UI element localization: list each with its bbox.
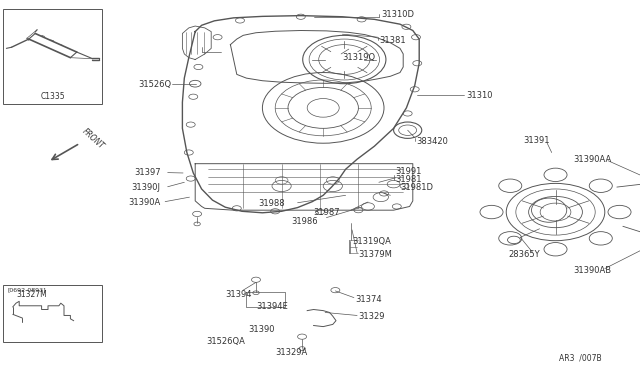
- Text: 31379M: 31379M: [358, 250, 392, 259]
- Circle shape: [331, 288, 340, 293]
- Text: 31390J: 31390J: [131, 183, 160, 192]
- Circle shape: [387, 180, 400, 188]
- Circle shape: [189, 94, 198, 99]
- Circle shape: [400, 183, 409, 189]
- Circle shape: [271, 209, 280, 214]
- Circle shape: [410, 87, 419, 92]
- Circle shape: [194, 222, 200, 226]
- Text: 31310D: 31310D: [381, 10, 414, 19]
- Text: 31987: 31987: [314, 208, 340, 217]
- Circle shape: [362, 203, 374, 210]
- Circle shape: [403, 111, 412, 116]
- Text: 31397: 31397: [134, 168, 161, 177]
- Text: 31329: 31329: [358, 312, 385, 321]
- Text: AR3  /007B: AR3 /007B: [559, 353, 602, 362]
- Text: 31526QA: 31526QA: [207, 337, 246, 346]
- Circle shape: [296, 14, 305, 19]
- Circle shape: [508, 236, 520, 244]
- Text: C1335: C1335: [40, 92, 65, 101]
- Circle shape: [213, 35, 222, 40]
- Circle shape: [186, 122, 195, 127]
- Text: 31319Q: 31319Q: [342, 53, 376, 62]
- Text: 31390AA: 31390AA: [573, 155, 611, 164]
- Text: 31390A: 31390A: [128, 198, 160, 207]
- Text: 31991: 31991: [396, 167, 422, 176]
- Bar: [3, 9, 102, 104]
- Text: 31394: 31394: [225, 291, 252, 299]
- Text: 31310: 31310: [466, 92, 492, 100]
- Circle shape: [392, 204, 401, 209]
- Circle shape: [193, 211, 202, 217]
- Text: 31394E: 31394E: [256, 302, 288, 311]
- Text: [0692-0893]: [0692-0893]: [8, 287, 46, 292]
- Circle shape: [316, 209, 324, 215]
- Circle shape: [373, 193, 388, 202]
- Text: 31390: 31390: [248, 326, 275, 334]
- Circle shape: [184, 150, 193, 155]
- Circle shape: [232, 206, 241, 211]
- Circle shape: [189, 80, 201, 87]
- Text: 28365Y: 28365Y: [509, 250, 540, 259]
- Text: 31390AB: 31390AB: [573, 266, 611, 275]
- Text: 31981: 31981: [396, 175, 422, 184]
- Circle shape: [194, 64, 203, 70]
- Text: 31374: 31374: [355, 295, 382, 304]
- Text: 383420: 383420: [416, 137, 448, 146]
- Circle shape: [413, 61, 422, 66]
- Text: FRONT: FRONT: [80, 126, 106, 150]
- Text: 31329A: 31329A: [275, 348, 307, 357]
- Circle shape: [186, 176, 195, 181]
- Text: 31319QA: 31319QA: [352, 237, 391, 246]
- Text: 31981D: 31981D: [400, 183, 433, 192]
- Circle shape: [412, 35, 420, 40]
- Text: 31526Q: 31526Q: [138, 80, 172, 89]
- Text: 31381: 31381: [380, 36, 406, 45]
- Text: 31986: 31986: [291, 217, 318, 226]
- Circle shape: [402, 24, 411, 29]
- Circle shape: [357, 17, 366, 22]
- Text: 31988: 31988: [258, 199, 285, 208]
- Text: 31391: 31391: [524, 136, 550, 145]
- Circle shape: [354, 208, 363, 213]
- Text: 31327M: 31327M: [16, 291, 47, 299]
- Circle shape: [236, 18, 244, 23]
- Circle shape: [252, 277, 260, 282]
- Bar: [3, 285, 102, 342]
